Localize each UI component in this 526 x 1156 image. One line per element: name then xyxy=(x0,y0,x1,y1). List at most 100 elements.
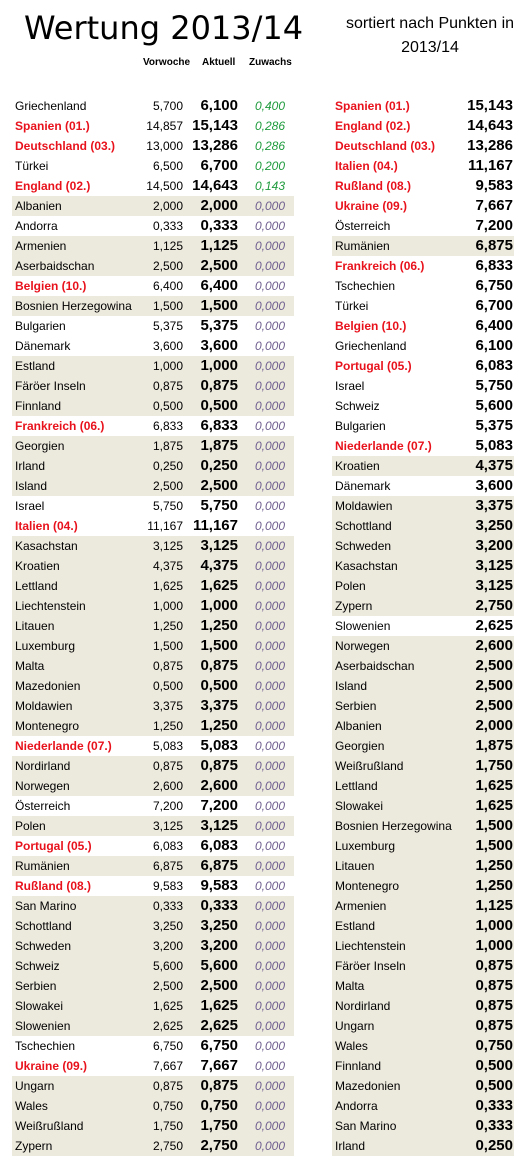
season-points: 3,125 xyxy=(475,577,513,594)
table-row: San Marino 0,333 0,333 0,000 xyxy=(12,896,294,916)
table-row: Portugal (05.) 6,083 6,083 0,000 xyxy=(12,836,294,856)
table-row: Litauen 1,250 1,250 0,000 xyxy=(12,616,294,636)
table-row: Rumänien 6,875 xyxy=(332,236,514,256)
table-row: Frankreich (06.) 6,833 6,833 0,000 xyxy=(12,416,294,436)
previous-week-points: 1,000 xyxy=(152,599,183,613)
current-points: 6,875 xyxy=(200,857,238,874)
page-title: Wertung 2013/14 xyxy=(24,9,304,47)
country-name: Malta xyxy=(15,659,45,673)
table-row: Belgien (10.) 6,400 6,400 0,000 xyxy=(12,276,294,296)
points-gain: 0,000 xyxy=(254,539,285,553)
current-points: 0,500 xyxy=(200,677,238,694)
country-name: Tschechien xyxy=(15,1039,76,1053)
table-row: Rußland (08.) 9,583 9,583 0,000 xyxy=(12,876,294,896)
country-name: Litauen xyxy=(15,619,55,633)
points-gain: 0,000 xyxy=(254,199,285,213)
country-name: Schweden xyxy=(15,939,72,953)
table-row: Weißrußland 1,750 1,750 0,000 xyxy=(12,1116,294,1136)
table-row: Deutschland (03.) 13,286 xyxy=(332,136,514,156)
table-row: Kasachstan 3,125 xyxy=(332,556,514,576)
current-points: 7,200 xyxy=(200,797,238,814)
country-name: Frankreich (06.) xyxy=(335,259,425,273)
country-name: Ungarn xyxy=(15,1079,55,1093)
points-gain: 0,000 xyxy=(254,799,285,813)
country-name: Finnland xyxy=(15,399,62,413)
country-name: Färöer Inseln xyxy=(335,959,406,973)
table-row: Malta 0,875 xyxy=(332,976,514,996)
points-gain: 0,000 xyxy=(254,839,285,853)
country-name: Dänemark xyxy=(15,339,71,353)
current-points: 6,400 xyxy=(200,277,238,294)
previous-week-points: 1,250 xyxy=(152,719,183,733)
points-gain: 0,000 xyxy=(254,299,285,313)
country-name: Schweden xyxy=(335,539,392,553)
previous-week-points: 0,875 xyxy=(152,759,183,773)
country-name: Griechenland xyxy=(335,339,407,353)
country-name: Mazedonien xyxy=(15,679,81,693)
previous-week-points: 3,125 xyxy=(152,539,183,553)
subtitle-line-1: sortiert nach Punkten in xyxy=(345,15,515,32)
table-row: Aserbaidschan 2,500 xyxy=(332,656,514,676)
season-points: 0,333 xyxy=(475,1117,513,1134)
current-points: 0,750 xyxy=(200,1097,238,1114)
table-row: Nordirland 0,875 xyxy=(332,996,514,1016)
country-name: Lettland xyxy=(15,579,58,593)
points-gain: 0,200 xyxy=(254,159,285,173)
points-gain: 0,000 xyxy=(254,919,285,933)
country-name: Aserbaidschan xyxy=(335,659,415,673)
country-name: Georgien xyxy=(335,739,385,753)
table-row: Andorra 0,333 xyxy=(332,1096,514,1116)
current-points: 6,750 xyxy=(200,1037,238,1054)
table-row: Moldawien 3,375 3,375 0,000 xyxy=(12,696,294,716)
current-points: 6,083 xyxy=(200,837,238,854)
current-points: 1,000 xyxy=(200,597,238,614)
points-gain: 0,000 xyxy=(254,999,285,1013)
country-name: Montenegro xyxy=(15,719,80,733)
table-row: Island 2,500 2,500 0,000 xyxy=(12,476,294,496)
country-name: Italien (04.) xyxy=(335,159,398,173)
country-name: Slowenien xyxy=(15,1019,71,1033)
season-points: 0,500 xyxy=(475,1077,513,1094)
table-row: Slowakei 1,625 xyxy=(332,796,514,816)
previous-week-points: 3,600 xyxy=(152,339,183,353)
points-gain: 0,000 xyxy=(254,899,285,913)
table-row: Dänemark 3,600 xyxy=(332,476,514,496)
country-name: Frankreich (06.) xyxy=(15,419,105,433)
table-row: Ukraine (09.) 7,667 7,667 0,000 xyxy=(12,1056,294,1076)
table-row: San Marino 0,333 xyxy=(332,1116,514,1136)
points-gain: 0,000 xyxy=(254,439,285,453)
season-points: 0,875 xyxy=(475,1017,513,1034)
table-row: Nordirland 0,875 0,875 0,000 xyxy=(12,756,294,776)
table-row: Wales 0,750 xyxy=(332,1036,514,1056)
country-name: Luxemburg xyxy=(15,639,76,653)
season-points: 1,125 xyxy=(475,897,513,914)
table-row: Bulgarien 5,375 xyxy=(332,416,514,436)
country-name: Schottland xyxy=(335,519,392,533)
season-points: 0,875 xyxy=(475,997,513,1014)
country-name: Kasachstan xyxy=(15,539,78,553)
table-row: Kasachstan 3,125 3,125 0,000 xyxy=(12,536,294,556)
current-points: 3,600 xyxy=(200,337,238,354)
table-row: Slowakei 1,625 1,625 0,000 xyxy=(12,996,294,1016)
points-gain: 0,000 xyxy=(254,239,285,253)
previous-week-points: 2,750 xyxy=(152,1139,183,1153)
current-points: 0,875 xyxy=(200,1077,238,1094)
current-points: 7,667 xyxy=(200,1057,238,1074)
country-name: Litauen xyxy=(335,859,375,873)
season-points: 13,286 xyxy=(467,137,513,154)
country-name: Andorra xyxy=(335,1099,378,1113)
previous-week-points: 0,333 xyxy=(152,899,183,913)
previous-week-points: 6,875 xyxy=(152,859,183,873)
table-row: Serbien 2,500 2,500 0,000 xyxy=(12,976,294,996)
points-gain: 0,000 xyxy=(254,679,285,693)
previous-week-points: 6,400 xyxy=(152,279,183,293)
current-points: 6,700 xyxy=(200,157,238,174)
current-points: 5,600 xyxy=(200,957,238,974)
country-name: Wales xyxy=(335,1039,368,1053)
season-points: 0,500 xyxy=(475,1057,513,1074)
table-row: Polen 3,125 3,125 0,000 xyxy=(12,816,294,836)
table-row: Schweiz 5,600 xyxy=(332,396,514,416)
current-points: 6,100 xyxy=(200,97,238,114)
country-name: Irland xyxy=(15,459,46,473)
country-name: Armenien xyxy=(15,239,67,253)
